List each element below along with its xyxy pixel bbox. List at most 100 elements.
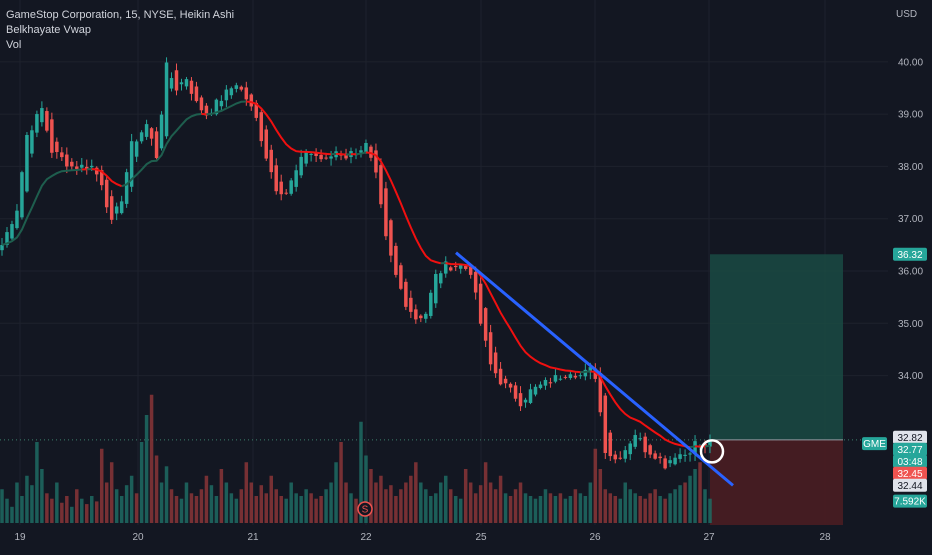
volume-bar	[638, 496, 641, 523]
volume-bar	[604, 489, 607, 523]
candle-body	[604, 396, 607, 453]
indicator-vwap-label[interactable]: Belkhayate Vwap	[6, 23, 234, 38]
volume-bar	[279, 496, 282, 523]
candle-body	[230, 88, 233, 95]
candle-body	[474, 272, 477, 293]
candle-body	[673, 458, 676, 465]
volume-bar	[623, 483, 626, 524]
candle-body	[359, 150, 362, 152]
indicator-volume-label[interactable]: Vol	[6, 38, 234, 53]
volume-bar	[354, 499, 357, 523]
volume-bar	[409, 476, 412, 523]
volume-bar	[519, 483, 522, 524]
volume-bar	[379, 476, 382, 523]
volume-bar	[200, 489, 203, 523]
candle-body	[509, 384, 512, 388]
candle-body	[539, 385, 542, 389]
vwap-segment	[246, 102, 331, 155]
volume-bar	[160, 483, 163, 524]
volume-bar	[678, 485, 681, 523]
target-zone	[710, 254, 843, 440]
candle-body	[419, 316, 422, 318]
candle-body	[294, 170, 297, 187]
symbol-title[interactable]: GameStop Corporation, 15, NYSE, Heikin A…	[6, 8, 234, 23]
candle-body	[279, 182, 282, 195]
price-badge-label: 03:48	[897, 457, 922, 468]
candle-body	[155, 131, 158, 158]
candle-body	[409, 298, 412, 312]
volume-bar	[574, 489, 577, 523]
chart-legend: GameStop Corporation, 15, NYSE, Heikin A…	[6, 8, 234, 53]
candle-body	[653, 453, 656, 458]
volume-bar	[155, 456, 158, 524]
candle-body	[304, 152, 307, 163]
volume-bar	[180, 499, 183, 523]
volume-bar	[509, 496, 512, 523]
volume-bar	[404, 483, 407, 524]
volume-bar	[220, 469, 223, 523]
volume-bar	[594, 449, 597, 523]
volume-bar	[609, 493, 612, 523]
candle-body	[235, 85, 238, 89]
volume-bar	[529, 496, 532, 523]
volume-bar	[240, 489, 243, 523]
candle-body	[514, 385, 517, 398]
candle-body	[524, 400, 527, 403]
vwap-segment	[356, 152, 366, 154]
volume-bar	[230, 493, 233, 523]
volume-bar	[349, 493, 352, 523]
volume-bar	[424, 489, 427, 523]
candle-body	[50, 119, 53, 152]
volume-bar	[235, 499, 238, 523]
vwap-segment	[336, 154, 346, 155]
candle-body	[579, 375, 582, 376]
time-tick-label: 25	[475, 532, 487, 543]
volume-bar	[75, 489, 78, 523]
volume-bar	[5, 499, 8, 523]
volume-bar	[70, 507, 73, 523]
candle-body	[364, 143, 367, 152]
volume-bar	[708, 499, 711, 523]
volume-bar	[444, 476, 447, 523]
volume-bar	[559, 493, 562, 523]
volume-bar	[419, 483, 422, 524]
volume-bar	[663, 499, 666, 523]
candle-body	[25, 135, 28, 191]
volume-bar	[130, 476, 133, 523]
volume-bar	[633, 493, 636, 523]
volume-bar	[210, 485, 213, 523]
volume-bar	[135, 493, 138, 523]
candle-body	[633, 435, 636, 447]
vwap-segment	[705, 446, 710, 447]
volume-bar	[40, 469, 43, 523]
price-tick-label: 40.00	[898, 57, 923, 68]
volume-bar	[339, 442, 342, 523]
volume-bar	[55, 483, 58, 524]
volume-bar	[374, 483, 377, 524]
volume-bar	[549, 493, 552, 523]
candle-body	[195, 86, 198, 101]
volume-bar	[673, 489, 676, 523]
volume-bar	[140, 442, 143, 523]
volume-bar	[464, 469, 467, 523]
volume-bar	[524, 493, 527, 523]
candle-body	[434, 274, 437, 303]
volume-bar	[514, 489, 517, 523]
volume-bar	[190, 493, 193, 523]
volume-bar	[170, 489, 173, 523]
price-tick-label: 38.00	[898, 162, 923, 173]
volume-bar	[628, 489, 631, 523]
volume-bar	[324, 489, 327, 523]
candle-body	[150, 128, 153, 138]
price-tick-label: 37.00	[898, 214, 923, 225]
volume-bar	[344, 483, 347, 524]
candle-body	[623, 450, 626, 459]
candle-body	[399, 265, 402, 289]
volume-bar	[703, 489, 706, 523]
volume-bar	[579, 493, 582, 523]
volume-bar	[564, 499, 567, 523]
